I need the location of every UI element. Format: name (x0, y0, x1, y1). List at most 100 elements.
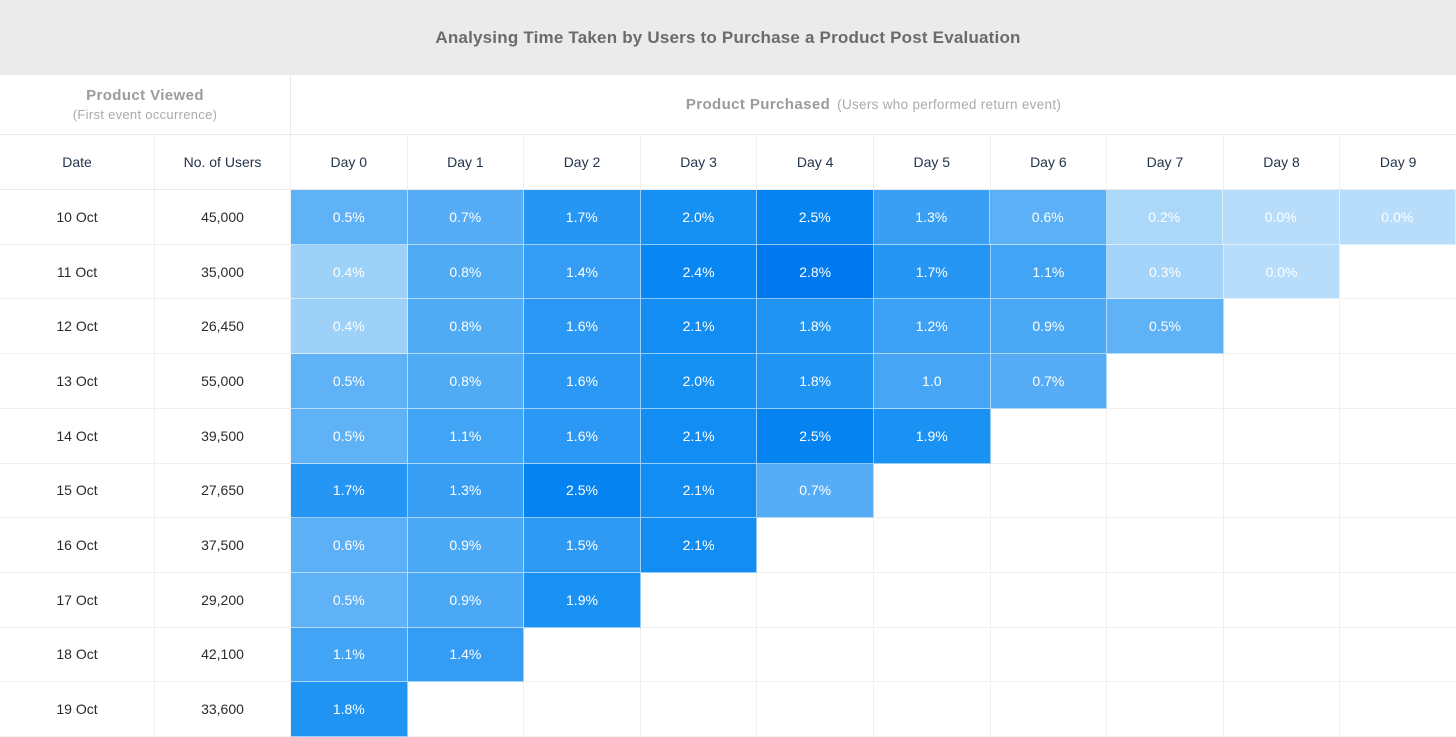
cohort-date-cell: 10 Oct (0, 190, 155, 245)
heatmap-cell (990, 572, 1108, 628)
column-header-day8: Day 8 (1224, 135, 1341, 189)
heatmap-cell (990, 518, 1108, 573)
heatmap-cell: 0.5% (291, 354, 408, 409)
heatmap-cell (640, 627, 758, 683)
table-row: 16 Oct 37,500 0.6% 0.9% 1.5% 2.1% (0, 518, 1456, 573)
heatmap-cell: 2.1% (640, 518, 758, 573)
cohort-users-cell: 29,200 (155, 572, 291, 628)
heatmap-cell: 2.1% (640, 463, 758, 519)
heatmap-cell: 0.8% (407, 244, 525, 300)
page-title: Analysing Time Taken by Users to Purchas… (435, 27, 1021, 47)
heatmap-cell: 0.7% (990, 354, 1108, 409)
cohort-users-cell: 35,000 (155, 244, 291, 300)
table-row: 17 Oct 29,200 0.5% 0.9% 1.9% (0, 572, 1456, 628)
table-row: 14 Oct 39,500 0.5% 1.1% 1.6% 2.1% 2.5% 1.9% (0, 408, 1456, 464)
heatmap-cell (757, 518, 874, 573)
heatmap-cell (524, 627, 641, 683)
heatmap-cell: 1.1% (407, 408, 525, 464)
heatmap-cell: 1.0 (873, 354, 991, 409)
heatmap-cell (990, 627, 1108, 683)
heatmap-cell: 1.8% (757, 299, 874, 355)
product-viewed-subtitle: (First event occurrence) (72, 107, 218, 122)
heatmap-cell: 2.5% (524, 463, 641, 519)
heatmap-cell (990, 682, 1108, 737)
column-header-day7: Day 7 (1107, 135, 1224, 189)
heatmap-cell: 1.4% (524, 244, 641, 300)
heatmap-cell: 2.0% (640, 354, 758, 409)
heatmap-cell: 1.5% (524, 518, 641, 573)
column-header-day6: Day 6 (991, 135, 1108, 189)
column-header-day1: Day 1 (408, 135, 525, 189)
heatmap-cell: 0.0% (1223, 244, 1341, 300)
heatmap-cell: 1.7% (873, 244, 991, 300)
cohort-date-cell: 18 Oct (0, 627, 155, 683)
section-product-viewed: Product Viewed (First event occurrence) (0, 75, 291, 134)
heatmap-cell: 0.0% (1339, 190, 1456, 245)
heatmap-cell: 2.5% (757, 408, 874, 464)
heatmap-cell (1107, 572, 1224, 628)
heatmap-cell (1223, 299, 1341, 355)
heatmap-cell (1223, 408, 1341, 464)
heatmap-cell (757, 682, 874, 737)
heatmap-cell: 1.7% (524, 190, 641, 245)
column-header-date: Date (0, 135, 155, 189)
heatmap-cell: 0.5% (291, 572, 408, 628)
heatmap-cell (873, 682, 991, 737)
table-row: 10 Oct 45,000 0.5% 0.7% 1.7% 2.0% 2.5% 1.3% 0.6%… (0, 190, 1456, 245)
heatmap-cell: 1.6% (524, 408, 641, 464)
heatmap-cell: 0.5% (1107, 299, 1224, 355)
heatmap-cell: 1.9% (873, 408, 991, 464)
heatmap-cell: 1.8% (291, 682, 408, 737)
heatmap-cell (990, 463, 1108, 519)
column-header-day2: Day 2 (524, 135, 641, 189)
heatmap-cell (873, 627, 991, 683)
heatmap-cell (1223, 572, 1341, 628)
heatmap-cell: 1.2% (873, 299, 991, 355)
cohort-users-cell: 42,100 (155, 627, 291, 683)
heatmap-cell (1107, 354, 1224, 409)
heatmap-cell: 2.5% (757, 190, 874, 245)
heatmap-cell (1340, 409, 1456, 464)
table-row: 11 Oct 35,000 0.4% 0.8% 1.4% 2.4% 2.8% 1.7% 1.1%… (0, 244, 1456, 300)
heatmap-cell (1223, 463, 1341, 519)
cohort-users-cell: 33,600 (155, 682, 291, 737)
heatmap-cell: 2.4% (640, 244, 758, 300)
column-header-day9: Day 9 (1379, 154, 1417, 170)
heatmap-cell: 1.1% (990, 244, 1108, 300)
section-product-purchased: Product Purchased (Users who performed r… (291, 75, 1456, 134)
heatmap-cell: 1.4% (407, 627, 525, 683)
heatmap-cell (1107, 682, 1224, 737)
heatmap-cell: 0.7% (407, 190, 524, 245)
heatmap-cell (1107, 518, 1224, 573)
table-row: 15 Oct 27,650 1.7% 1.3% 2.5% 2.1% 0.7% (0, 463, 1456, 519)
heatmap-cell: 0.5% (291, 408, 408, 464)
cohort-users-cell: 39,500 (155, 408, 291, 464)
cohort-users-cell: 27,650 (155, 463, 291, 519)
heatmap-cell: 1.8% (757, 354, 874, 409)
heatmap-cell (873, 572, 991, 628)
product-purchased-subtitle: (Users who performed return event) (837, 97, 1062, 112)
cohort-date-cell: 12 Oct (0, 299, 155, 355)
heatmap-cell (1223, 682, 1341, 737)
cohort-users-cell: 55,000 (155, 354, 291, 409)
product-purchased-title: Product Purchased (685, 96, 831, 113)
heatmap-cell: 0.4% (291, 299, 408, 355)
heatmap-cell (524, 682, 641, 737)
heatmap-cell: 2.8% (757, 244, 874, 300)
heatmap-cell (1340, 518, 1456, 573)
column-header-row: Date No. of Users Day 0 Day 1 Day 2 Day … (0, 135, 1456, 190)
heatmap-cell: 2.1% (640, 299, 758, 355)
heatmap-cell (1340, 464, 1456, 519)
heatmap-cell (1340, 354, 1456, 409)
heatmap-cell (1107, 463, 1224, 519)
heatmap-cell: 1.1% (291, 627, 408, 683)
heatmap-cell: 0.9% (990, 299, 1108, 355)
table-row: 13 Oct 55,000 0.5% 0.8% 1.6% 2.0% 1.8% 1.0 0.7% (0, 354, 1456, 409)
heatmap-cell: 0.6% (291, 518, 408, 573)
heatmap-cell: 1.6% (524, 299, 641, 355)
cohort-date-cell: 16 Oct (0, 518, 155, 573)
heatmap-cell (757, 627, 874, 683)
heatmap-cell (1340, 628, 1456, 683)
heatmap-cell (1340, 245, 1456, 300)
heatmap-cell: 1.3% (407, 463, 525, 519)
